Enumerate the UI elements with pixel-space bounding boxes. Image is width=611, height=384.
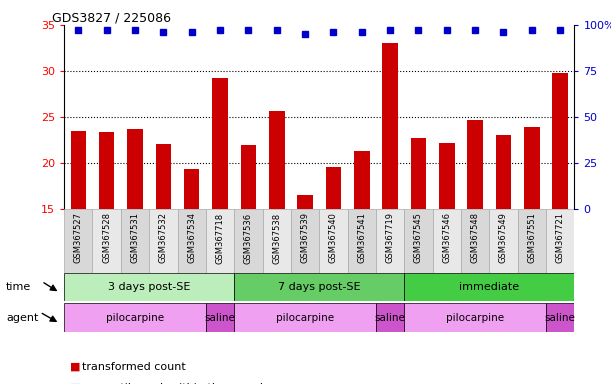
Text: 7 days post-SE: 7 days post-SE	[278, 282, 360, 292]
Text: GSM367531: GSM367531	[131, 212, 139, 263]
Text: pilocarpine: pilocarpine	[106, 313, 164, 323]
Text: GSM367527: GSM367527	[74, 212, 83, 263]
Bar	[489, 209, 518, 273]
Text: GSM367546: GSM367546	[442, 212, 452, 263]
Text: GSM367536: GSM367536	[244, 212, 253, 263]
Text: GSM367548: GSM367548	[470, 212, 480, 263]
Bar	[524, 127, 540, 348]
Text: pilocarpine: pilocarpine	[276, 313, 334, 323]
Text: ■: ■	[70, 383, 81, 384]
Bar	[64, 209, 92, 273]
Bar	[156, 144, 171, 348]
Bar	[546, 209, 574, 273]
Bar	[178, 209, 206, 273]
Text: transformed count: transformed count	[82, 362, 186, 372]
Bar	[234, 303, 376, 332]
Text: saline: saline	[545, 313, 576, 323]
Text: time: time	[6, 282, 31, 292]
Bar	[404, 209, 433, 273]
Bar	[319, 209, 348, 273]
Text: GSM367528: GSM367528	[102, 212, 111, 263]
Bar	[518, 209, 546, 273]
Bar	[64, 303, 206, 332]
Bar	[376, 303, 404, 332]
Bar	[411, 138, 426, 348]
Text: agent: agent	[6, 313, 38, 323]
Bar	[149, 209, 178, 273]
Text: saline: saline	[205, 313, 235, 323]
Bar	[64, 273, 234, 301]
Text: GSM367719: GSM367719	[386, 212, 395, 263]
Bar	[99, 132, 114, 348]
Bar	[206, 209, 234, 273]
Bar	[127, 129, 143, 348]
Text: percentile rank within the sample: percentile rank within the sample	[82, 383, 270, 384]
Bar	[404, 303, 546, 332]
Bar	[326, 167, 341, 348]
Bar	[496, 135, 511, 348]
Bar	[382, 43, 398, 348]
Bar	[184, 169, 200, 348]
Text: GSM367539: GSM367539	[301, 212, 310, 263]
Bar	[461, 209, 489, 273]
Bar	[70, 131, 86, 348]
Text: GSM367541: GSM367541	[357, 212, 366, 263]
Bar	[467, 120, 483, 348]
Bar	[234, 209, 263, 273]
Bar	[433, 209, 461, 273]
Text: GSM367540: GSM367540	[329, 212, 338, 263]
Bar	[439, 143, 455, 348]
Bar	[121, 209, 149, 273]
Text: ■: ■	[70, 362, 81, 372]
Text: GSM367549: GSM367549	[499, 212, 508, 263]
Bar	[269, 111, 285, 348]
Text: pilocarpine: pilocarpine	[446, 313, 504, 323]
Text: immediate: immediate	[459, 282, 519, 292]
Text: GSM367545: GSM367545	[414, 212, 423, 263]
Bar	[348, 209, 376, 273]
Bar	[376, 209, 404, 273]
Bar	[298, 195, 313, 348]
Bar	[212, 78, 228, 348]
Bar	[546, 303, 574, 332]
Text: saline: saline	[375, 313, 406, 323]
Bar	[92, 209, 121, 273]
Bar	[552, 73, 568, 348]
Text: GDS3827 / 225086: GDS3827 / 225086	[52, 12, 171, 25]
Bar	[404, 273, 574, 301]
Text: GSM367721: GSM367721	[555, 212, 565, 263]
Bar	[291, 209, 319, 273]
Text: GSM367534: GSM367534	[187, 212, 196, 263]
Text: 3 days post-SE: 3 days post-SE	[108, 282, 191, 292]
Text: GSM367551: GSM367551	[527, 212, 536, 263]
Bar	[234, 273, 404, 301]
Text: GSM367718: GSM367718	[216, 212, 225, 263]
Bar	[206, 303, 234, 332]
Text: GSM367532: GSM367532	[159, 212, 168, 263]
Bar	[241, 145, 256, 348]
Bar	[263, 209, 291, 273]
Bar	[354, 151, 370, 348]
Text: GSM367538: GSM367538	[273, 212, 281, 263]
